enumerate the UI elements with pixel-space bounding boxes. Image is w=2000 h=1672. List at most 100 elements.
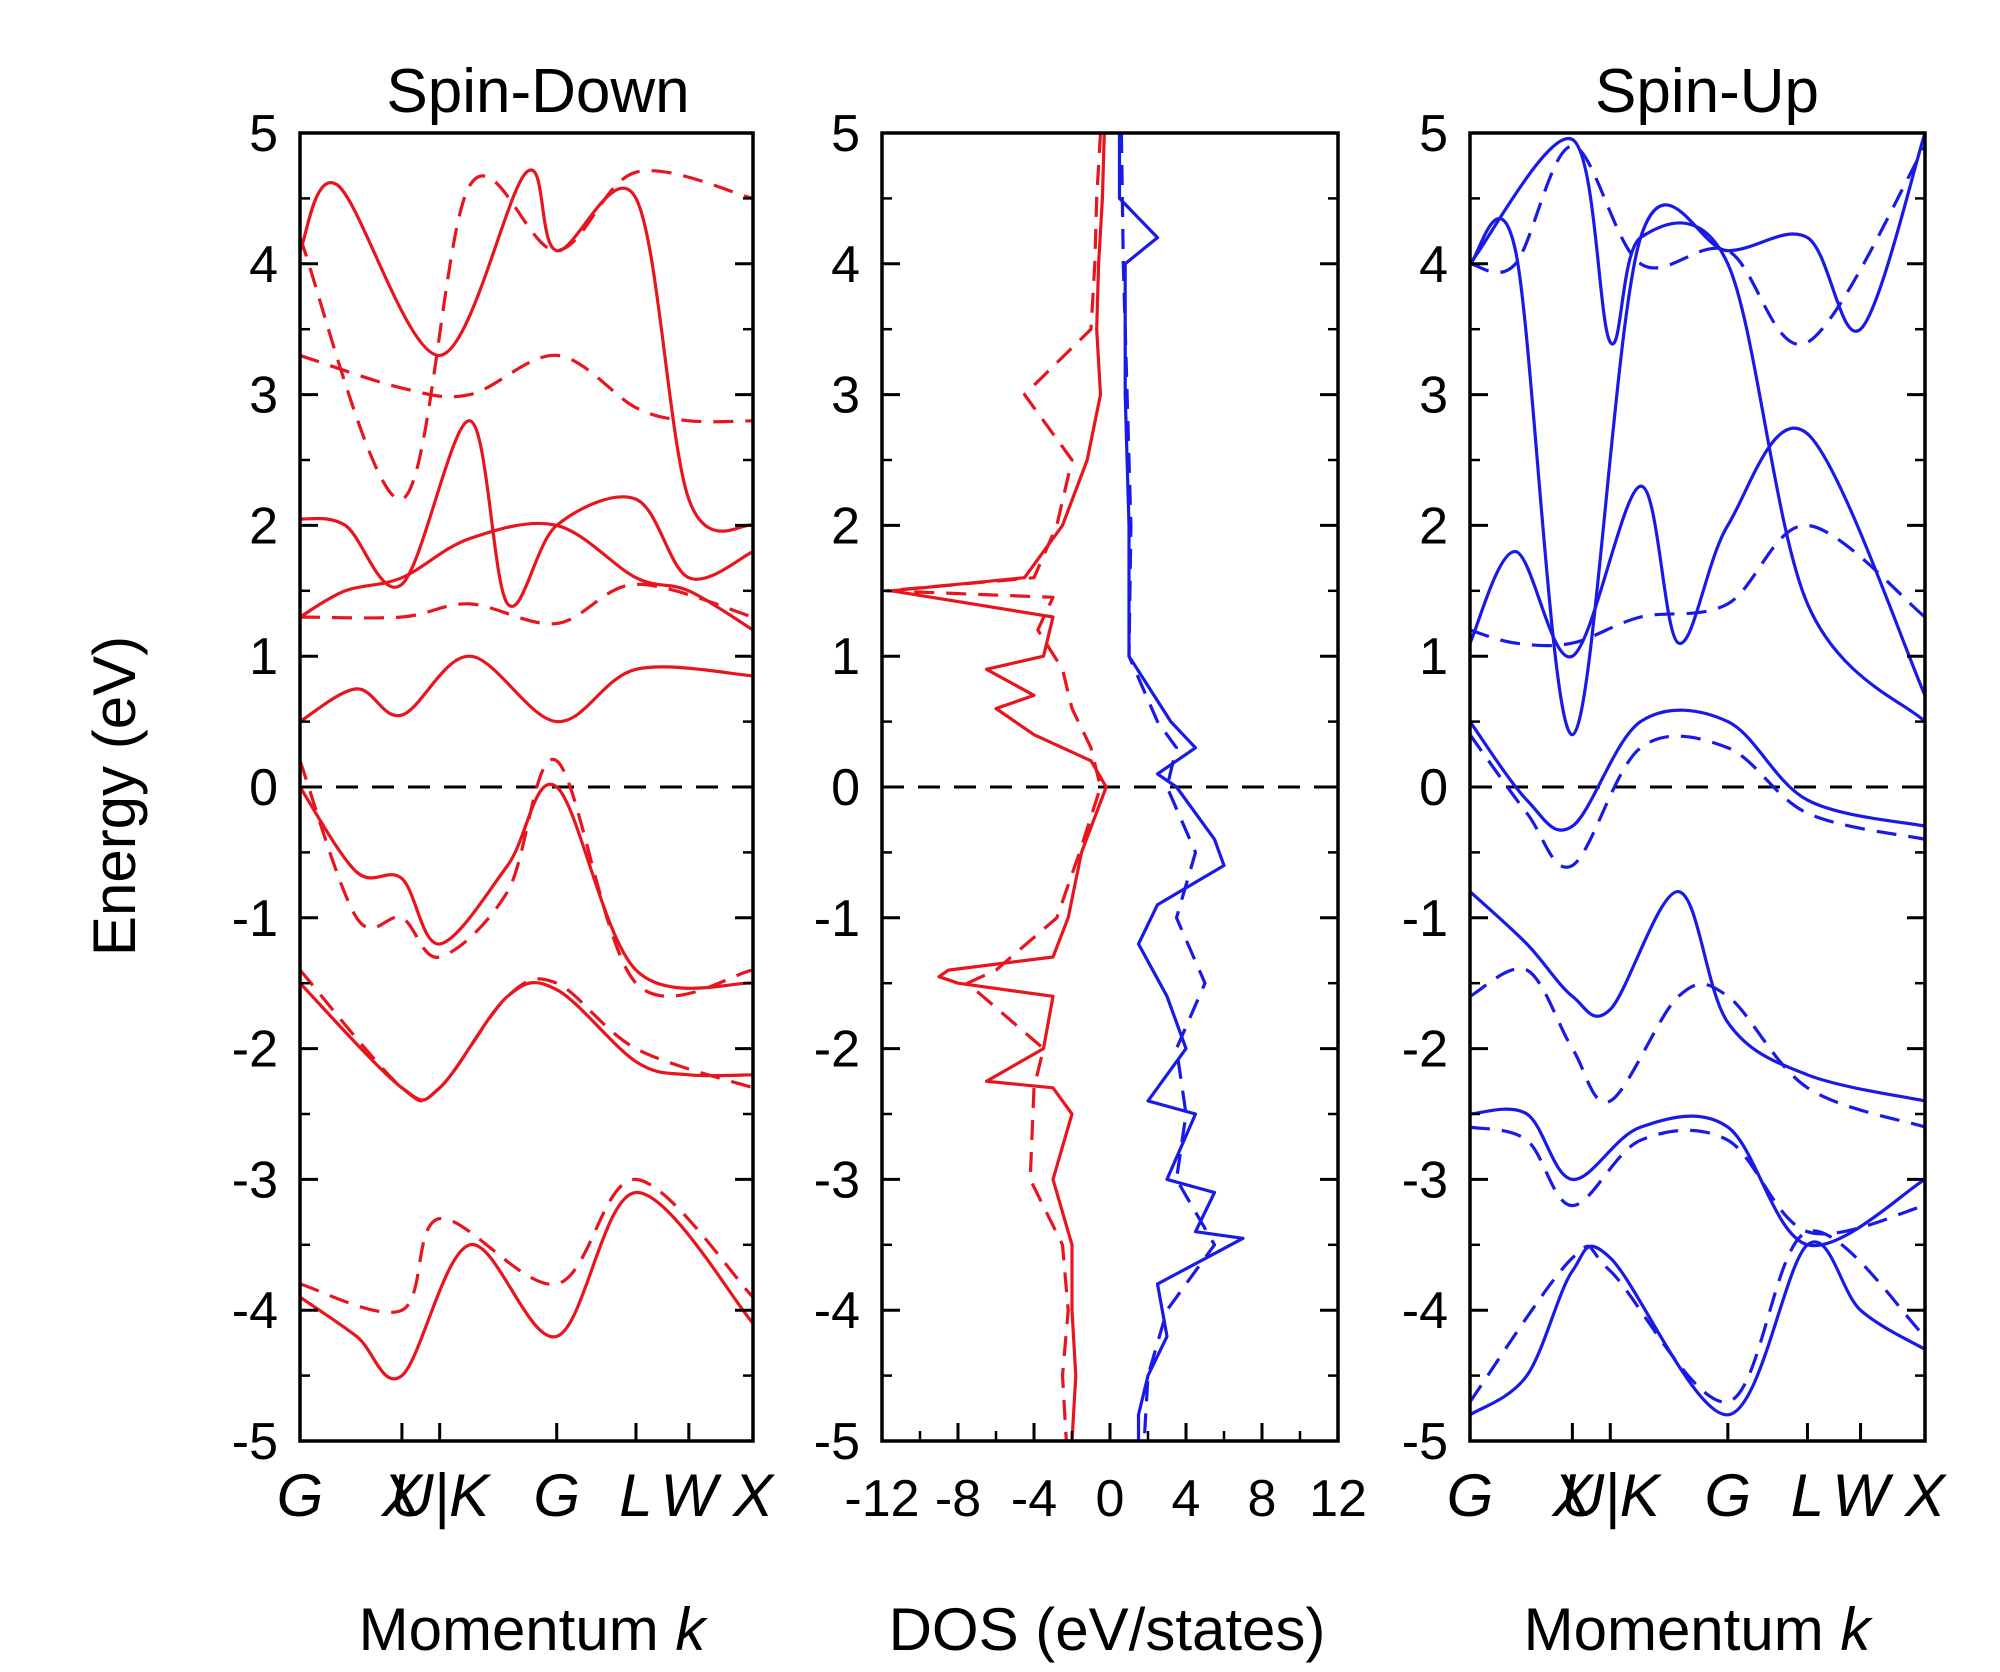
band-4-solid xyxy=(300,654,753,724)
spin-up-title: Spin-Up xyxy=(1595,57,1819,126)
x-tick-label: 12 xyxy=(1309,1470,1367,1528)
y-tick-label: -2 xyxy=(1402,1021,1448,1079)
band-4-dashed xyxy=(1470,733,1925,869)
x-tick-label: 8 xyxy=(1248,1470,1277,1528)
band-6-dashed xyxy=(300,169,753,501)
band-6-dashed xyxy=(1470,144,1925,346)
y-tick-label: -5 xyxy=(232,1413,278,1471)
y-tick-label: 1 xyxy=(1419,628,1448,686)
left-x-axis-title-symbol: k xyxy=(675,1596,708,1663)
band-2-solid xyxy=(1470,1107,1925,1248)
band-7-solid xyxy=(1470,137,1925,723)
band-5-solid xyxy=(1470,426,1925,697)
left-x-axis-title: Momentum k xyxy=(359,1596,709,1663)
panel-data-layer xyxy=(300,168,753,1381)
band-3-dashed xyxy=(1470,966,1925,1129)
panel-data-layer xyxy=(1470,133,1925,1417)
band-6-solid xyxy=(1470,133,1925,737)
kpoint-label: G xyxy=(1447,1462,1494,1529)
kpoint-label: U|K xyxy=(1561,1462,1663,1530)
y-tick-label: 0 xyxy=(249,759,278,817)
kpoint-label: X xyxy=(731,1462,775,1529)
y-tick-label: 5 xyxy=(249,105,278,163)
band-2-dashed xyxy=(1470,1125,1925,1236)
right-x-axis-title: Momentum k xyxy=(1524,1596,1874,1663)
band-4-dashed xyxy=(300,582,753,626)
y-tick-label: -3 xyxy=(232,1151,278,1209)
y-tick-label: 4 xyxy=(831,236,860,294)
band-1-dashed xyxy=(300,1177,753,1314)
y-tick-label: -5 xyxy=(1402,1413,1448,1471)
panel-frame xyxy=(1468,131,1927,1443)
panel-frame xyxy=(298,131,755,1443)
y-tick-label: -5 xyxy=(814,1413,860,1471)
y-tick-label: 5 xyxy=(1419,105,1448,163)
y-tick-label: 3 xyxy=(249,367,278,425)
kpoint-label: U|K xyxy=(390,1462,492,1530)
band-3-dashed xyxy=(300,757,753,998)
y-tick-label: -2 xyxy=(814,1021,860,1079)
y-tick-label: 2 xyxy=(831,497,860,555)
y-tick-label: -2 xyxy=(232,1021,278,1079)
panel-data-layer xyxy=(882,133,1338,1441)
kpoint-label: W xyxy=(1832,1462,1894,1529)
dos-spin-down-solid xyxy=(889,133,1108,1441)
kpoint-label: L xyxy=(619,1462,652,1529)
x-tick-label: 4 xyxy=(1172,1470,1201,1528)
band-1-solid xyxy=(300,1190,753,1381)
right-x-axis-title-text: Momentum xyxy=(1524,1596,1841,1663)
band-2-dashed xyxy=(300,969,753,1103)
y-tick-label: 1 xyxy=(249,628,278,686)
band-3-solid xyxy=(300,782,753,990)
y-tick-label: -4 xyxy=(1402,1282,1448,1340)
y-tick-label: 4 xyxy=(1419,236,1448,294)
band-3-solid xyxy=(1470,890,1925,1103)
kpoint-label: X xyxy=(380,1462,424,1529)
dos-spin-up-solid xyxy=(1117,133,1245,1441)
y-tick-label: 2 xyxy=(1419,497,1448,555)
kpoint-label: G xyxy=(277,1462,324,1529)
y-tick-label: 3 xyxy=(831,367,860,425)
band-5-dashed xyxy=(300,353,753,424)
dos-spin-up-dashed xyxy=(1119,133,1217,1441)
kpoint-label: W xyxy=(661,1462,723,1529)
y-tick-label: -1 xyxy=(232,890,278,948)
spin-down-title: Spin-Down xyxy=(386,57,689,126)
y-tick-label: 5 xyxy=(831,105,860,163)
band-7-solid xyxy=(300,168,753,533)
x-tick-label: -12 xyxy=(844,1470,919,1528)
y-tick-label: 0 xyxy=(1419,759,1448,817)
y-tick-label: -3 xyxy=(1402,1151,1448,1209)
y-tick-label: -1 xyxy=(814,890,860,948)
y-tick-label: 4 xyxy=(249,236,278,294)
y-tick-label: -1 xyxy=(1402,890,1448,948)
y-tick-label: 2 xyxy=(249,497,278,555)
kpoint-label: X xyxy=(1903,1462,1947,1529)
dos-spin-down-dashed xyxy=(884,133,1103,1441)
dos-x-axis-title: DOS (eV/states) xyxy=(889,1596,1326,1663)
kpoint-label: X xyxy=(1550,1462,1594,1529)
y-tick-label: 3 xyxy=(1419,367,1448,425)
y-tick-label: 0 xyxy=(831,759,860,817)
y-tick-label: -3 xyxy=(814,1151,860,1209)
y-tick-label: -4 xyxy=(814,1282,860,1340)
band-6-solid xyxy=(300,419,753,608)
y-tick-label: 1 xyxy=(831,628,860,686)
x-tick-label: -4 xyxy=(1011,1470,1057,1528)
band-5-solid xyxy=(300,521,753,632)
y-tick-label: -4 xyxy=(232,1282,278,1340)
x-tick-label: -8 xyxy=(935,1470,981,1528)
right-x-axis-title-symbol: k xyxy=(1840,1596,1873,1663)
x-tick-label: 0 xyxy=(1096,1470,1125,1528)
energy-axis-title: Energy (eV) xyxy=(81,636,148,956)
kpoint-label: L xyxy=(1791,1462,1824,1529)
band-1-solid xyxy=(1470,1240,1925,1417)
left-x-axis-title-text: Momentum xyxy=(359,1596,676,1663)
kpoint-label: G xyxy=(533,1462,580,1529)
panel-frame xyxy=(880,131,1340,1443)
